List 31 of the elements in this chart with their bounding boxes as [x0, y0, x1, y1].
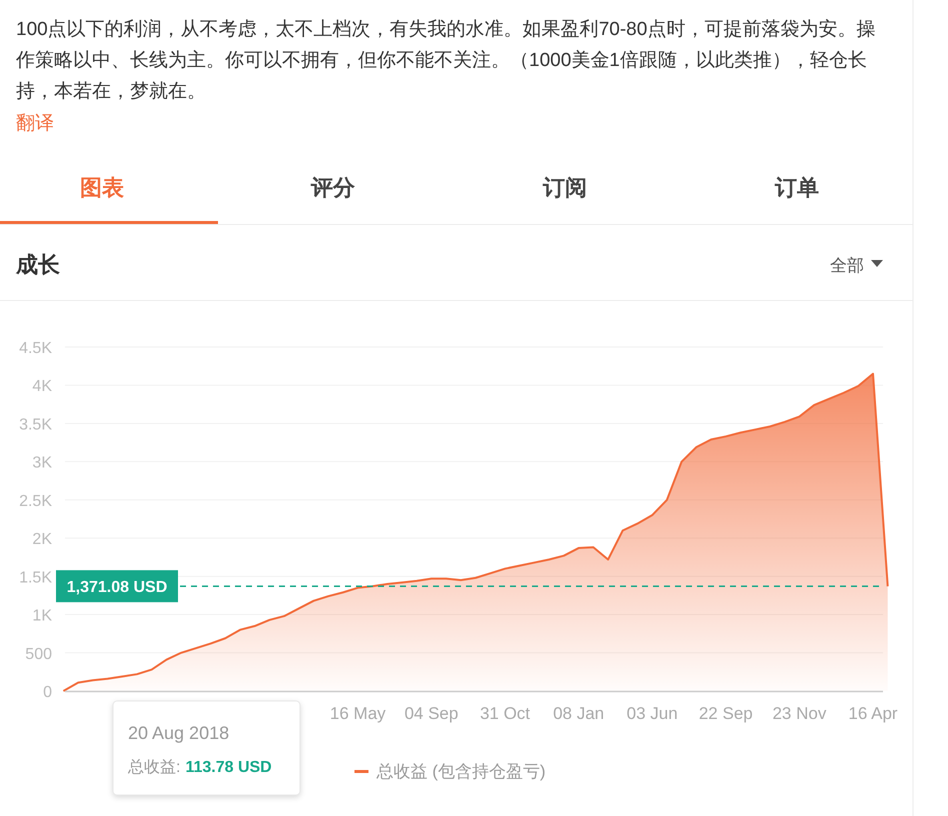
y-tick-label: 3.5K [19, 416, 52, 434]
text: 订单 [774, 175, 819, 200]
text: 评分 [310, 175, 356, 200]
y-tick-label: 3K [32, 454, 52, 472]
text: 图表 [80, 175, 124, 200]
x-tick-label: 31 Oct [480, 704, 530, 723]
text: 总收益: [127, 758, 180, 776]
ref-line-label: 1,371.08 USD [66, 579, 168, 596]
y-tick-label: 500 [25, 646, 52, 663]
x-tick-label: 16 Apr [848, 704, 898, 723]
y-tick-label: 4.5K [19, 340, 52, 357]
legend-label: 总收益 (包含持仓盈亏) [375, 762, 546, 781]
y-tick-label: 2.5K [19, 492, 52, 510]
x-tick-label: 16 May [330, 704, 386, 723]
text: 翻译 [16, 113, 54, 134]
y-tick-label: 1K [32, 608, 52, 625]
x-tick-label: 23 Nov [772, 704, 827, 723]
y-tick-label: 1.5K [19, 569, 52, 586]
x-tick-label: 22 Sep [698, 704, 753, 723]
y-tick-label: 2K [32, 531, 52, 548]
text: 20 Aug 2018 [128, 723, 230, 743]
text: 100点以下的利润，从不考虑，太不上档次，有失我的水准。如果盈利70-80点时，可提前落袋为安。操作策略以中、长线为主。你可以不拥有，但你不能不关注。（1000美金1倍跟随，以此类推），轻仓长持，本若在，梦就在。 [16, 18, 876, 104]
x-tick-label: 03 Jun [626, 704, 678, 723]
y-tick-label: 4K [32, 378, 52, 396]
chart-title: 成长 [15, 252, 61, 277]
x-tick-label: 04 Sep [404, 704, 458, 723]
y-tick-label: 0 [43, 684, 52, 701]
x-tick-label: 08 Jan [553, 704, 604, 723]
text: 113.78 USD [185, 759, 272, 776]
text: 全部 [830, 256, 864, 275]
text: 订阅 [542, 175, 587, 200]
